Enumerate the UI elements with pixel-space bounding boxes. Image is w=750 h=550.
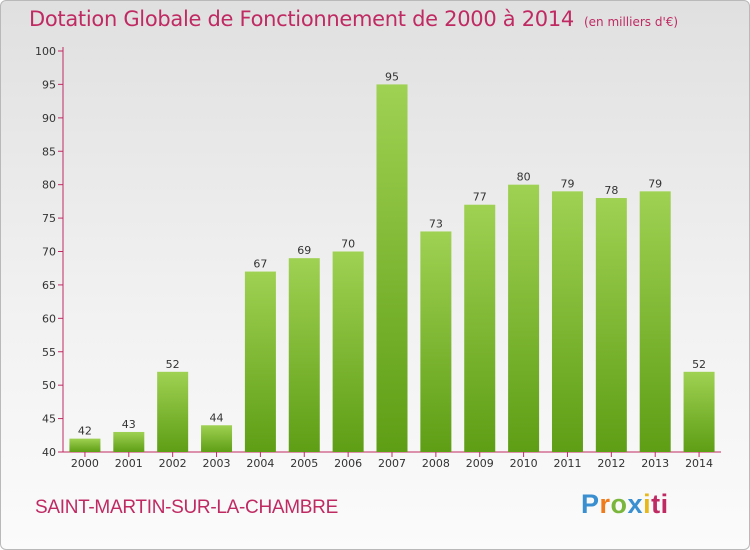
logo-letter: x <box>627 489 644 519</box>
bar-value-label: 43 <box>122 418 136 431</box>
bar <box>69 438 101 452</box>
x-tick-label: 2014 <box>685 457 713 470</box>
y-tick-label: 85 <box>42 145 56 158</box>
bar <box>244 271 276 452</box>
x-tick-label: 2004 <box>246 457 274 470</box>
x-tick-label: 2009 <box>466 457 494 470</box>
bar <box>508 184 540 452</box>
bar-value-label: 42 <box>78 425 92 438</box>
y-tick-label: 40 <box>42 446 56 459</box>
bar <box>201 425 233 452</box>
y-tick-label: 60 <box>42 312 56 325</box>
bar-value-label: 95 <box>385 70 399 83</box>
x-tick-label: 2000 <box>71 457 99 470</box>
bar <box>551 191 583 452</box>
bar-value-label: 70 <box>341 238 355 251</box>
y-tick-label: 100 <box>35 45 56 58</box>
y-tick-label: 75 <box>42 212 56 225</box>
x-tick-label: 2011 <box>553 457 581 470</box>
logo-letter: i <box>643 489 652 519</box>
bar <box>113 431 145 452</box>
chart-title-text: Dotation Globale de Fonctionnement de 20… <box>29 7 574 31</box>
bar-value-label: 67 <box>253 258 267 271</box>
y-tick-label: 55 <box>42 346 56 359</box>
bar-value-label: 79 <box>560 177 574 190</box>
bar-value-label: 73 <box>429 217 443 230</box>
y-tick-label: 90 <box>42 112 56 125</box>
chart-title: Dotation Globale de Fonctionnement de 20… <box>29 7 678 31</box>
x-tick-label: 2001 <box>115 457 143 470</box>
logo-letter: r <box>599 489 611 519</box>
y-tick-label: 45 <box>42 413 56 426</box>
bar <box>639 191 671 452</box>
x-tick-label: 2013 <box>641 457 669 470</box>
x-tick-label: 2008 <box>422 457 450 470</box>
bar-value-label: 78 <box>604 184 618 197</box>
bar-value-label: 69 <box>297 244 311 257</box>
bar <box>595 198 627 452</box>
bar-value-label: 79 <box>648 177 662 190</box>
bar <box>288 258 320 452</box>
logo-letter: P <box>581 489 600 519</box>
x-tick-label: 2007 <box>378 457 406 470</box>
y-tick-label: 50 <box>42 379 56 392</box>
commune-name: SAINT-MARTIN-SUR-LA-CHAMBRE <box>35 497 338 518</box>
bar <box>464 204 496 452</box>
logo-letter: ti <box>651 489 669 519</box>
proxiti-logo: Proxiti <box>581 489 669 520</box>
bar <box>683 371 715 452</box>
x-tick-label: 2010 <box>510 457 538 470</box>
x-tick-label: 2012 <box>597 457 625 470</box>
bar-value-label: 44 <box>210 411 224 424</box>
x-tick-label: 2002 <box>159 457 187 470</box>
x-tick-label: 2005 <box>290 457 318 470</box>
bar <box>332 251 364 452</box>
y-tick-label: 65 <box>42 279 56 292</box>
bar <box>420 231 452 452</box>
y-tick-label: 80 <box>42 179 56 192</box>
chart-subtitle: (en milliers d'€) <box>583 15 679 29</box>
bar-value-label: 77 <box>473 191 487 204</box>
y-tick-label: 95 <box>42 78 56 91</box>
bar-value-label: 80 <box>517 171 531 184</box>
y-tick-label: 70 <box>42 246 56 259</box>
x-tick-label: 2003 <box>203 457 231 470</box>
bar-value-label: 52 <box>692 358 706 371</box>
bar <box>376 84 408 453</box>
bar <box>157 371 189 452</box>
x-tick-label: 2006 <box>334 457 362 470</box>
logo-letter: o <box>610 489 628 519</box>
bar-value-label: 52 <box>166 358 180 371</box>
